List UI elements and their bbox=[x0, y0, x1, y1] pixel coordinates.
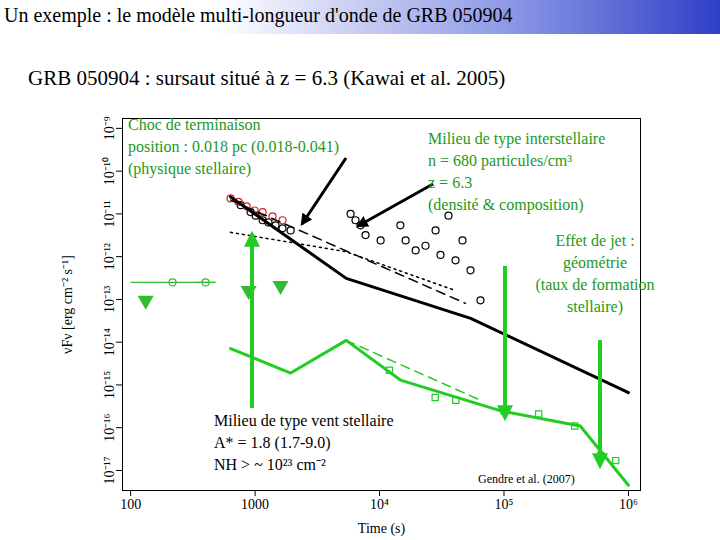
html-text:z = 6.3: z = 6.3 bbox=[428, 174, 473, 191]
svg-text:10⁻¹⁶: 10⁻¹⁶ bbox=[102, 414, 117, 442]
html-text:(taux de formation: (taux de formation bbox=[535, 276, 655, 293]
svg-text:10⁻¹²: 10⁻¹² bbox=[102, 243, 117, 270]
svg-text:10⁴: 10⁴ bbox=[370, 497, 389, 512]
html-text:(densité & composition): (densité & composition) bbox=[428, 196, 584, 213]
svg-text:100: 100 bbox=[120, 497, 141, 512]
svg-text:10⁻¹⁵: 10⁻¹⁵ bbox=[102, 371, 117, 399]
html-text:Milieu de type vent stellaire: Milieu de type vent stellaire bbox=[214, 412, 394, 429]
svg-text:10⁶: 10⁶ bbox=[619, 497, 638, 512]
html-text:Gendre et al. (2007): Gendre et al. (2007) bbox=[478, 472, 575, 486]
svg-text:10⁵: 10⁵ bbox=[495, 497, 514, 512]
html-text:géométrie: géométrie bbox=[563, 254, 627, 271]
html-text:Choc de terminaison: Choc de terminaison bbox=[128, 116, 261, 133]
html-text:(physique stellaire): (physique stellaire) bbox=[128, 160, 252, 177]
svg-text:νFν [erg cm⁻² s⁻¹]: νFν [erg cm⁻² s⁻¹] bbox=[60, 255, 75, 354]
svg-text:10⁻⁹: 10⁻⁹ bbox=[102, 116, 117, 140]
html-text:A* = 1.8 (1.7-9.0): A* = 1.8 (1.7-9.0) bbox=[214, 434, 331, 451]
svg-text:10⁻¹⁰: 10⁻¹⁰ bbox=[102, 157, 117, 185]
html-text:stellaire): stellaire) bbox=[567, 298, 623, 315]
svg-text:10⁻¹⁴: 10⁻¹⁴ bbox=[102, 328, 117, 356]
html-text:n = 680 particules/cm³: n = 680 particules/cm³ bbox=[428, 152, 572, 169]
html-text:Effet de jet :: Effet de jet : bbox=[555, 232, 635, 249]
svg-text:10⁻¹¹: 10⁻¹¹ bbox=[102, 200, 117, 227]
svg-text:Time (s): Time (s) bbox=[358, 521, 406, 537]
html-text:NH > ~ 10²³ cm⁻²: NH > ~ 10²³ cm⁻² bbox=[214, 456, 326, 473]
svg-text:1000: 1000 bbox=[241, 497, 269, 512]
html-text:Milieu de type interstellaire: Milieu de type interstellaire bbox=[428, 130, 606, 147]
svg-text:10⁻¹³: 10⁻¹³ bbox=[102, 286, 117, 313]
html-text:Un exemple : le modèle multi-l: Un exemple : le modèle multi-longueur d'… bbox=[4, 4, 513, 26]
html-text:position : 0.018 pc (0.018-0.0: position : 0.018 pc (0.018-0.041) bbox=[128, 138, 340, 155]
svg-text:10⁻¹⁷: 10⁻¹⁷ bbox=[102, 456, 117, 484]
html-text:GRB 050904 : sursaut situé à z: GRB 050904 : sursaut situé à z = 6.3 (Ka… bbox=[28, 66, 506, 90]
